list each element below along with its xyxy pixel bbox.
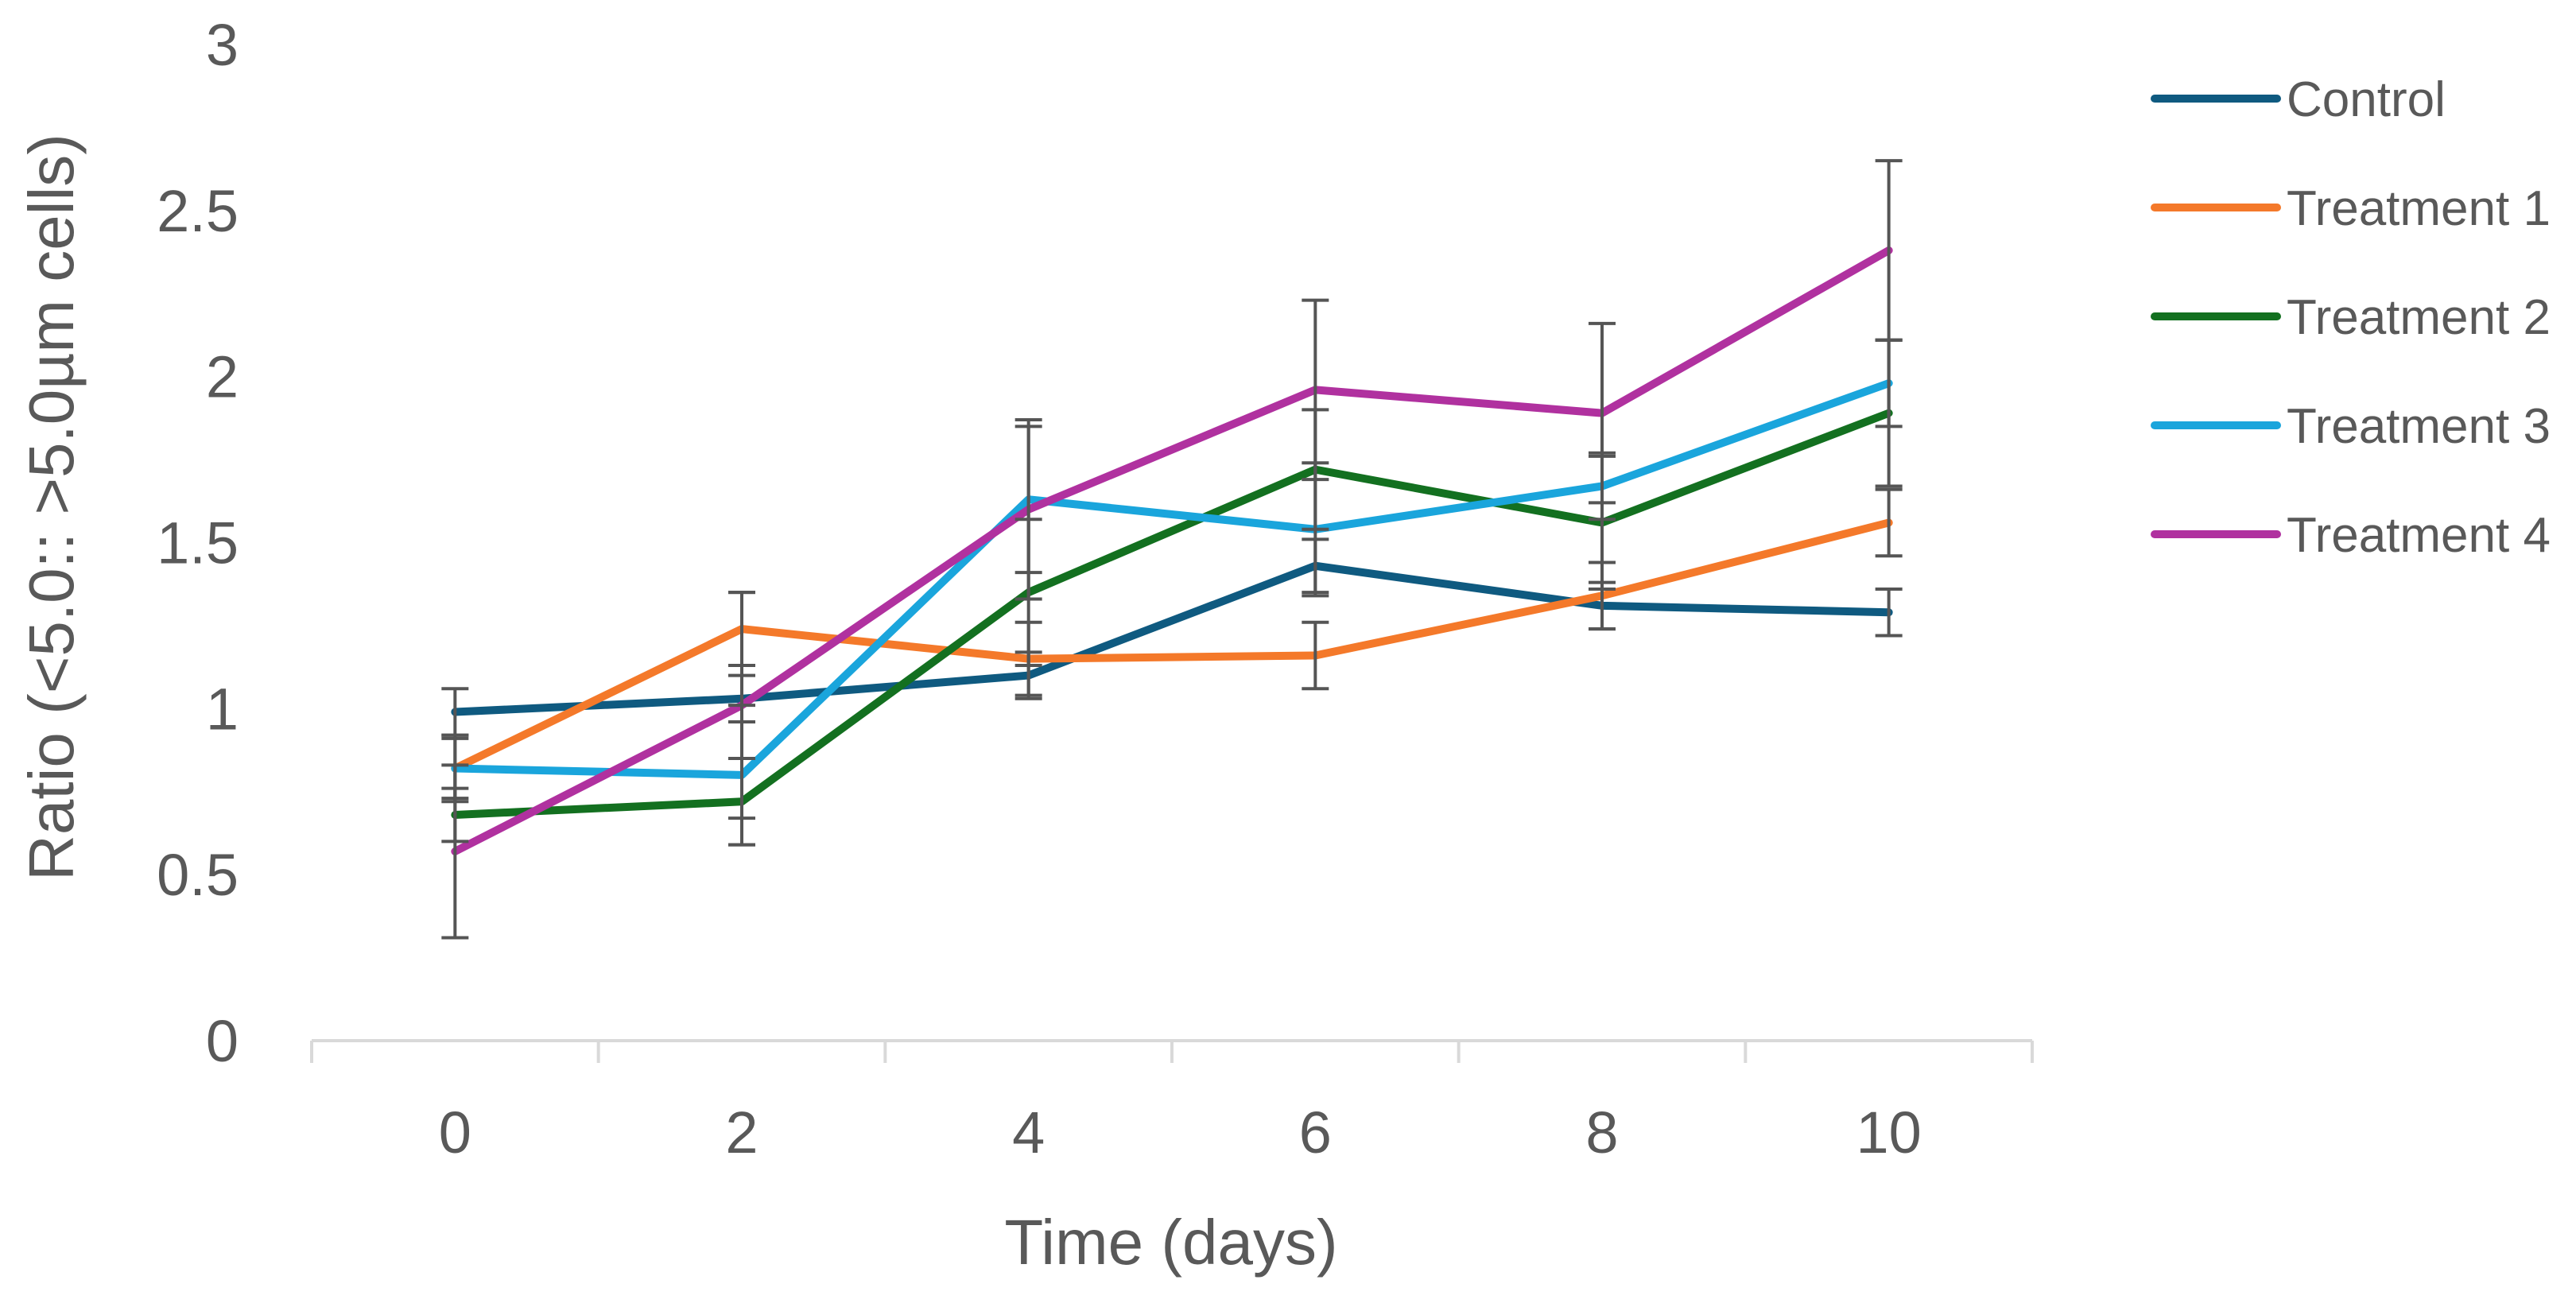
- y-tick-label: 0.5: [157, 842, 239, 908]
- series-line-treatment-3: [451, 379, 1893, 779]
- y-tick-label: 2: [206, 344, 239, 410]
- legend-item: Treatment 2: [2151, 290, 2551, 345]
- legend-label: Treatment 1: [2287, 181, 2551, 236]
- x-tick-label: 6: [1299, 1100, 1332, 1165]
- legend: Control Treatment 1 Treatment 2 Treatment 3…: [2151, 72, 2551, 563]
- y-tick-label: 2.5: [157, 178, 239, 244]
- y-axis-title: Ratio (<5.0:: >5.0µm cells): [16, 134, 87, 881]
- x-tick-label: 2: [725, 1100, 758, 1165]
- y-tick-label: 3: [206, 12, 239, 78]
- error-bar: [1302, 620, 1329, 691]
- legend-label: Treatment 2: [2287, 290, 2551, 345]
- y-tick-label: 0: [206, 1008, 239, 1074]
- error-bar: [728, 591, 755, 820]
- series-lines: [451, 246, 1893, 855]
- error-bar: [441, 763, 469, 940]
- legend-item: Control: [2151, 72, 2446, 127]
- x-tick-label: 10: [1856, 1100, 1922, 1165]
- x-axis-ticks: 0 2 4 6 8 10: [439, 1100, 1922, 1165]
- legend-label: Control: [2287, 72, 2446, 127]
- legend-item: Treatment 3: [2151, 399, 2551, 454]
- y-tick-label: 1.5: [157, 510, 239, 576]
- x-axis-title: Time (days): [1004, 1207, 1337, 1278]
- error-bar: [1875, 159, 1903, 342]
- x-tick-label: 8: [1585, 1100, 1618, 1165]
- series-line-treatment-4: [451, 246, 1893, 855]
- error-bars: [441, 159, 1903, 940]
- error-bar: [1302, 298, 1329, 482]
- error-bar: [1875, 587, 1903, 638]
- error-bar: [1589, 321, 1616, 505]
- series-line-control: [451, 561, 1893, 716]
- series-line-treatment-2: [451, 409, 1893, 819]
- legend-item: Treatment 1: [2151, 181, 2551, 236]
- error-bar: [1014, 417, 1042, 601]
- y-axis-ticks: 0 0.5 1 1.5 2 2.5 3: [157, 12, 239, 1074]
- error-bar: [1875, 487, 1903, 558]
- x-tick-label: 4: [1012, 1100, 1045, 1165]
- x-tick-label: 0: [439, 1100, 471, 1165]
- series-line-treatment-1: [451, 518, 1893, 773]
- legend-item: Treatment 4: [2151, 508, 2551, 563]
- legend-label: Treatment 3: [2287, 399, 2551, 454]
- x-axis: [310, 1039, 2034, 1063]
- legend-label: Treatment 4: [2287, 508, 2551, 563]
- y-tick-label: 1: [206, 676, 239, 742]
